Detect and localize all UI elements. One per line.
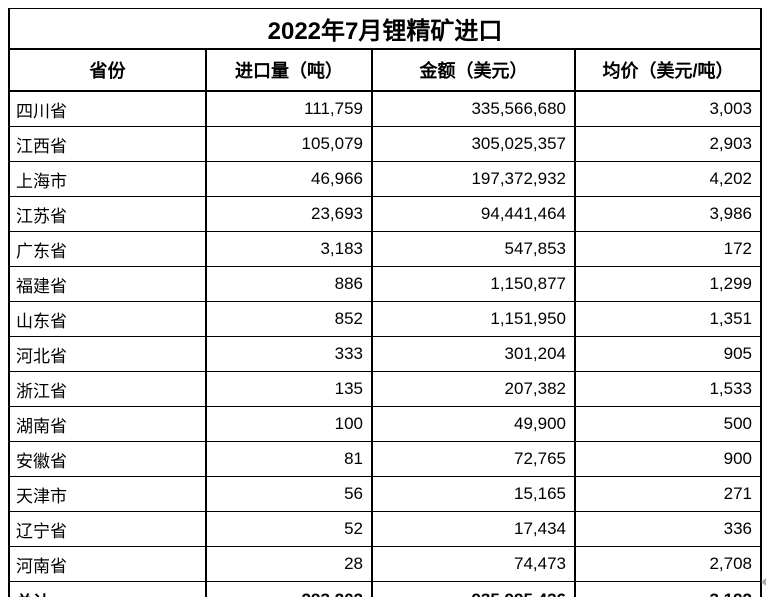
table-row: 湖南省 100 49,900 500	[8, 406, 762, 442]
avg-price-cell: 3,003	[574, 90, 762, 127]
amount-cell: 197,372,932	[371, 161, 576, 197]
province-cell: 河北省	[8, 336, 207, 372]
avg-price-cell: 271	[574, 476, 762, 512]
province-cell: 山东省	[8, 301, 207, 337]
import-volume-cell: 46,966	[205, 161, 373, 197]
table-row: 上海市 46,966 197,372,932 4,202	[8, 161, 762, 197]
import-volume-cell: 105,079	[205, 126, 373, 162]
column-header-import-volume: 进口量（吨）	[205, 48, 373, 92]
column-header-amount: 金额（美元）	[371, 48, 576, 92]
table-row: 四川省 111,759 335,566,680 3,003	[8, 90, 762, 127]
avg-price-cell: 336	[574, 511, 762, 547]
province-cell: 天津市	[8, 476, 207, 512]
import-volume-cell: 852	[205, 301, 373, 337]
avg-price-cell: 905	[574, 336, 762, 372]
province-cell: 浙江省	[8, 371, 207, 407]
province-cell: 福建省	[8, 266, 207, 302]
table-row: 河南省 28 74,473 2,708	[8, 546, 762, 582]
province-cell: 四川省	[8, 90, 207, 127]
amount-cell: 17,434	[371, 511, 576, 547]
avg-price-cell: 900	[574, 441, 762, 477]
import-volume-cell: 100	[205, 406, 373, 442]
amount-cell: 74,473	[371, 546, 576, 582]
total-volume-cell: 293,202	[205, 581, 373, 597]
import-volume-cell: 23,693	[205, 196, 373, 232]
amount-cell: 72,765	[371, 441, 576, 477]
table-row: 山东省 852 1,151,950 1,351	[8, 301, 762, 337]
import-volume-cell: 333	[205, 336, 373, 372]
table-row: 辽宁省 52 17,434 336	[8, 511, 762, 547]
avg-price-cell: 172	[574, 231, 762, 267]
province-cell: 安徽省	[8, 441, 207, 477]
table-row: 福建省 886 1,150,877 1,299	[8, 266, 762, 302]
import-volume-cell: 52	[205, 511, 373, 547]
lithium-import-table: 2022年7月锂精矿进口 省份 进口量（吨） 金额（美元） 均价（美元/吨） 四…	[8, 8, 762, 597]
avg-price-cell: 500	[574, 406, 762, 442]
amount-cell: 49,900	[371, 406, 576, 442]
avg-price-cell: 2,708	[574, 546, 762, 582]
table-row: 安徽省 81 72,765 900	[8, 441, 762, 477]
avg-price-cell: 3,986	[574, 196, 762, 232]
amount-cell: 94,441,464	[371, 196, 576, 232]
avg-price-cell: 1,299	[574, 266, 762, 302]
resize-handle-artifact	[757, 578, 766, 586]
table-row: 河北省 333 301,204 905	[8, 336, 762, 372]
import-volume-cell: 886	[205, 266, 373, 302]
import-volume-cell: 28	[205, 546, 373, 582]
total-label: 总计	[8, 581, 207, 597]
import-volume-cell: 135	[205, 371, 373, 407]
import-volume-cell: 56	[205, 476, 373, 512]
avg-price-cell: 4,202	[574, 161, 762, 197]
province-cell: 湖南省	[8, 406, 207, 442]
import-volume-cell: 81	[205, 441, 373, 477]
amount-cell: 547,853	[371, 231, 576, 267]
amount-cell: 1,150,877	[371, 266, 576, 302]
avg-price-cell: 1,351	[574, 301, 762, 337]
column-header-avg-price: 均价（美元/吨）	[574, 48, 762, 92]
table-title: 2022年7月锂精矿进口	[8, 8, 762, 50]
amount-cell: 15,165	[371, 476, 576, 512]
table-row: 天津市 56 15,165 271	[8, 476, 762, 512]
table-row: 广东省 3,183 547,853 172	[8, 231, 762, 267]
column-header-province: 省份	[8, 48, 207, 92]
province-cell: 江苏省	[8, 196, 207, 232]
table-row: 江西省 105,079 305,025,357 2,903	[8, 126, 762, 162]
amount-cell: 301,204	[371, 336, 576, 372]
table-header-row: 省份 进口量（吨） 金额（美元） 均价（美元/吨）	[8, 48, 762, 92]
total-row: 总计 293,202 935,995,436 3,192	[8, 581, 762, 597]
table-row: 江苏省 23,693 94,441,464 3,986	[8, 196, 762, 232]
province-cell: 江西省	[8, 126, 207, 162]
import-volume-cell: 111,759	[205, 90, 373, 127]
amount-cell: 305,025,357	[371, 126, 576, 162]
amount-cell: 1,151,950	[371, 301, 576, 337]
amount-cell: 335,566,680	[371, 90, 576, 127]
table-row: 浙江省 135 207,382 1,533	[8, 371, 762, 407]
amount-cell: 207,382	[371, 371, 576, 407]
province-cell: 上海市	[8, 161, 207, 197]
province-cell: 广东省	[8, 231, 207, 267]
avg-price-cell: 2,903	[574, 126, 762, 162]
table-title-row: 2022年7月锂精矿进口	[8, 8, 762, 50]
avg-price-cell: 1,533	[574, 371, 762, 407]
province-cell: 河南省	[8, 546, 207, 582]
province-cell: 辽宁省	[8, 511, 207, 547]
total-avg-price-cell: 3,192	[574, 581, 762, 597]
total-amount-cell: 935,995,436	[371, 581, 576, 597]
import-volume-cell: 3,183	[205, 231, 373, 267]
